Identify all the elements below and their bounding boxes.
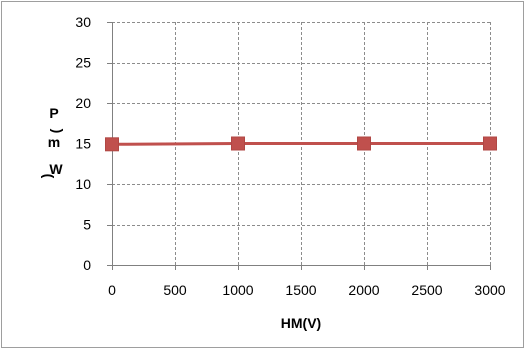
x-tick-label: 1500 <box>285 282 316 298</box>
y-tick-label: 15 <box>75 136 91 152</box>
x-tick-label: 500 <box>163 282 187 298</box>
x-tick-label: 0 <box>108 282 116 298</box>
y-axis-title-m: m <box>48 134 60 150</box>
y-axis-title: P ) m ( W <box>41 105 66 179</box>
data-point-marker <box>105 137 119 152</box>
data-point-marker <box>483 136 497 151</box>
x-tick-label: 2000 <box>348 282 379 298</box>
series-group <box>105 136 497 152</box>
y-axis-title-paren-open: ( <box>41 174 57 179</box>
y-axis-title-w: W <box>49 161 63 177</box>
x-axis-title: HM(V) <box>281 315 321 331</box>
x-tick-labels: 0 500 1000 1500 2000 2500 3000 <box>108 282 506 298</box>
axes <box>107 22 491 270</box>
y-tick-label: 30 <box>75 14 91 30</box>
y-axis-title-p: P <box>49 105 58 121</box>
y-axis-title-paren-close: ) <box>50 129 66 134</box>
x-tick-label: 3000 <box>474 282 505 298</box>
series-line <box>111 142 490 146</box>
y-tick-label: 20 <box>75 95 91 111</box>
y-tick-labels: 0 5 10 15 20 25 30 <box>75 14 91 273</box>
y-tick-label: 25 <box>75 55 91 71</box>
data-point-marker <box>231 136 245 151</box>
y-tick-label: 10 <box>75 176 91 192</box>
y-tick-label: 5 <box>83 217 91 233</box>
x-tick-label: 2500 <box>411 282 442 298</box>
y-tick-label: 0 <box>83 257 91 273</box>
data-point-marker <box>357 136 371 151</box>
x-tick-label: 1000 <box>222 282 253 298</box>
